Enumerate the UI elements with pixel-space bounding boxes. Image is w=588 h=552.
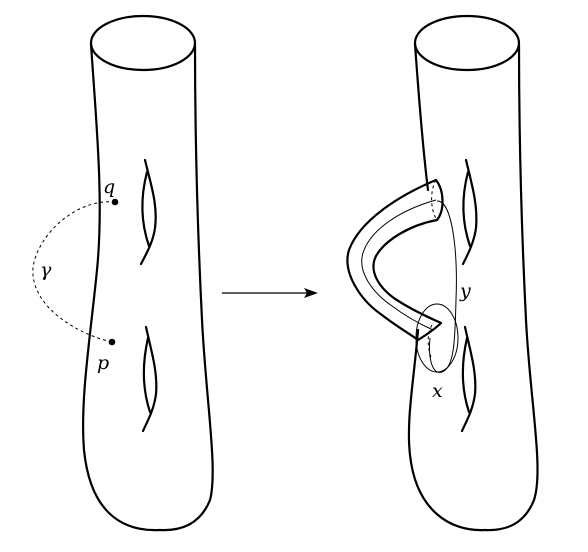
left-surface: q p γ	[32, 14, 214, 532]
label-q: q	[103, 176, 115, 198]
right-surface-right-side	[483, 42, 539, 532]
handle-top-cuff-back	[431, 179, 438, 221]
right-surface: y x	[346, 14, 539, 532]
left-surface-right-side	[158, 42, 214, 532]
label-x: x	[432, 380, 443, 402]
handle-bottom-cuff-front	[416, 321, 443, 342]
label-gamma: γ	[40, 259, 52, 281]
handle-top-cuff-front	[434, 178, 444, 222]
label-y: y	[459, 280, 471, 302]
right-lower-slit	[460, 325, 477, 433]
handle-inner-edge	[372, 218, 443, 325]
curve-y	[429, 200, 457, 373]
handle-bottom-cuff-back	[427, 324, 433, 361]
left-lower-slit	[141, 325, 158, 433]
right-surface-left-side-lower	[407, 328, 487, 532]
curve-x	[415, 303, 459, 373]
right-surface-left-side	[413, 42, 430, 192]
right-top-boundary	[413, 14, 521, 72]
point-p-marker	[108, 338, 116, 346]
handle-outer-edge	[346, 178, 438, 342]
transformation-arrow	[222, 288, 318, 298]
handle-core-curve	[361, 199, 437, 331]
left-top-boundary	[89, 14, 197, 72]
left-surface-left-side	[81, 42, 162, 532]
label-p: p	[97, 352, 109, 374]
right-upper-slit	[461, 158, 478, 266]
attached-handle	[346, 178, 444, 361]
gamma-path	[32, 201, 116, 343]
left-upper-slit	[139, 158, 157, 266]
